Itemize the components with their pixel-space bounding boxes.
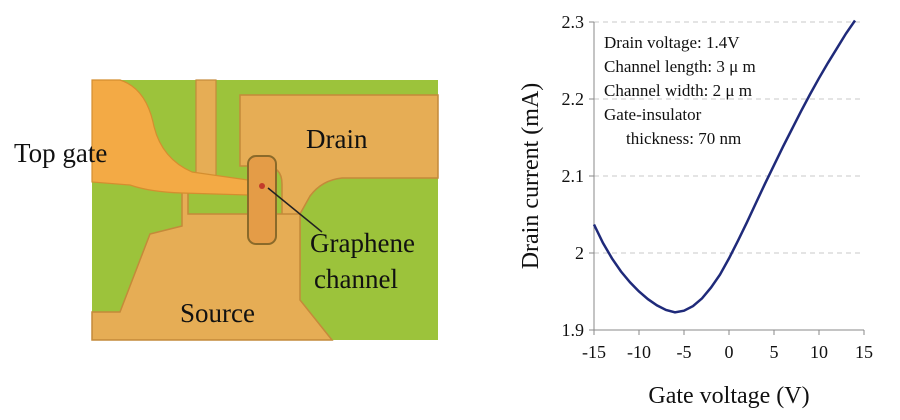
annotation-line: Channel width: 2 μ m xyxy=(604,81,752,100)
y-tick-label: 2.3 xyxy=(562,12,585,32)
x-ticks: -15 -10 -5 0 5 10 15 xyxy=(582,330,873,362)
y-tick-label: 2.2 xyxy=(562,89,585,109)
transfer-characteristic-chart: 1.9 2 2.1 2.2 2.3 -15 -10 -5 0 5 10 15 Drain volta… xyxy=(518,12,873,409)
graphene-channel xyxy=(247,155,277,245)
x-tick-label: 5 xyxy=(770,342,779,362)
grid-lines xyxy=(594,21,864,254)
y-tick-label: 2.1 xyxy=(562,166,585,186)
label-source: Source xyxy=(180,298,255,328)
y-axis-label: Drain current (mA) xyxy=(518,83,544,270)
annotation-line: Gate-insulator xyxy=(604,105,702,124)
device-micrograph: Top gate Drain Source Graphene channel xyxy=(14,79,439,341)
y-ticks: 1.9 2 2.1 2.2 2.3 xyxy=(562,12,594,340)
x-tick-label: -5 xyxy=(677,342,692,362)
label-graphene: Graphene xyxy=(310,228,415,258)
label-channel: channel xyxy=(314,264,398,294)
top-gate-pad xyxy=(91,79,249,196)
y-tick-label: 2 xyxy=(575,243,584,263)
label-drain: Drain xyxy=(306,124,368,154)
annotation-box: Drain voltage: 1.4V Channel length: 3 μ m… xyxy=(604,33,756,148)
x-axis-label: Gate voltage (V) xyxy=(648,383,809,409)
label-top-gate: Top gate xyxy=(14,138,107,168)
x-tick-label: 0 xyxy=(725,342,734,362)
annotation-line: Drain voltage: 1.4V xyxy=(604,33,740,52)
annotation-line: thickness: 70 nm xyxy=(626,129,741,148)
channel-contact xyxy=(259,183,265,189)
x-tick-label: -10 xyxy=(627,342,651,362)
annotation-line: Channel length: 3 μ m xyxy=(604,57,756,76)
x-tick-label: -15 xyxy=(582,342,606,362)
x-tick-label: 15 xyxy=(855,342,873,362)
gate-strip xyxy=(195,79,217,181)
y-tick-label: 1.9 xyxy=(562,320,585,340)
x-tick-label: 10 xyxy=(810,342,828,362)
drain-current-line xyxy=(592,19,857,314)
graphene-pointer xyxy=(267,187,323,233)
